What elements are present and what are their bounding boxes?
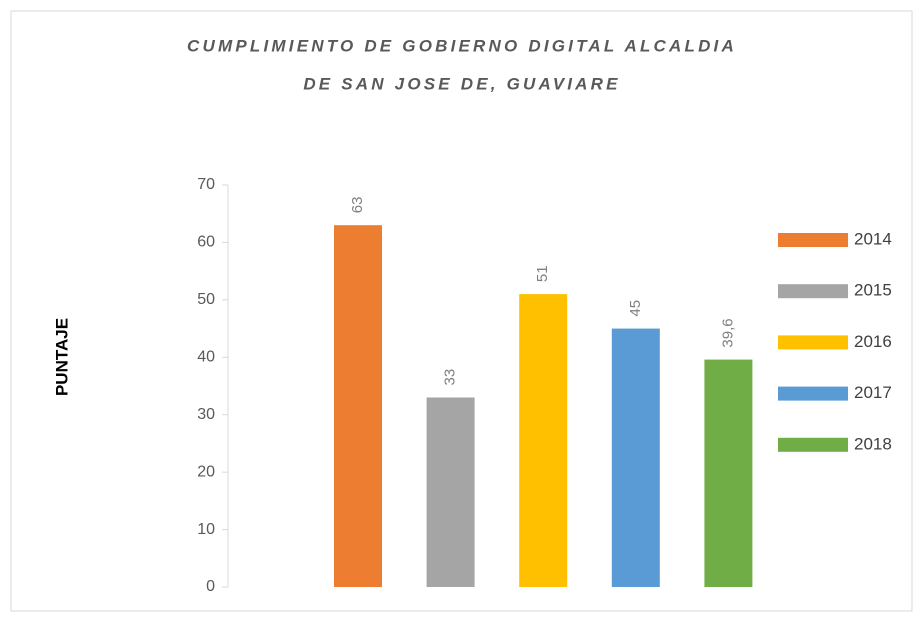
data-label: 45 [627, 300, 644, 317]
legend-swatch [778, 335, 848, 350]
y-tick-label: 20 [197, 463, 215, 480]
legend-label: 2016 [854, 332, 892, 351]
data-label: 39,6 [719, 318, 736, 347]
legend-swatch [778, 386, 848, 401]
legend-label: 2014 [854, 229, 892, 248]
y-tick-label: 0 [206, 578, 215, 595]
legend-label: 2015 [854, 281, 892, 300]
legend-swatch [778, 233, 848, 247]
chart-title: CUMPLIMIENTO DE GOBIERNO DIGITAL ALCALDI… [187, 36, 737, 55]
bar [519, 294, 568, 587]
legend-label: 2017 [854, 383, 892, 402]
y-tick-label: 10 [197, 521, 215, 538]
data-label: 33 [442, 369, 459, 386]
data-label: 51 [534, 265, 551, 282]
bar [426, 397, 475, 587]
bar [611, 328, 660, 587]
legend-swatch [778, 437, 848, 452]
legend-label: 2018 [854, 434, 892, 453]
y-tick-label: 50 [197, 291, 215, 308]
chart-title: DE SAN JOSE DE, GUAVIARE [303, 74, 620, 93]
legend-swatch [778, 284, 848, 299]
y-axis-label: PUNTAJE [52, 318, 71, 396]
data-label: 63 [349, 197, 366, 214]
bar [704, 359, 753, 587]
y-tick-label: 30 [197, 406, 215, 423]
y-tick-label: 70 [197, 176, 215, 193]
bar [334, 225, 382, 587]
y-tick-label: 60 [197, 234, 215, 251]
y-tick-label: 40 [197, 349, 215, 366]
